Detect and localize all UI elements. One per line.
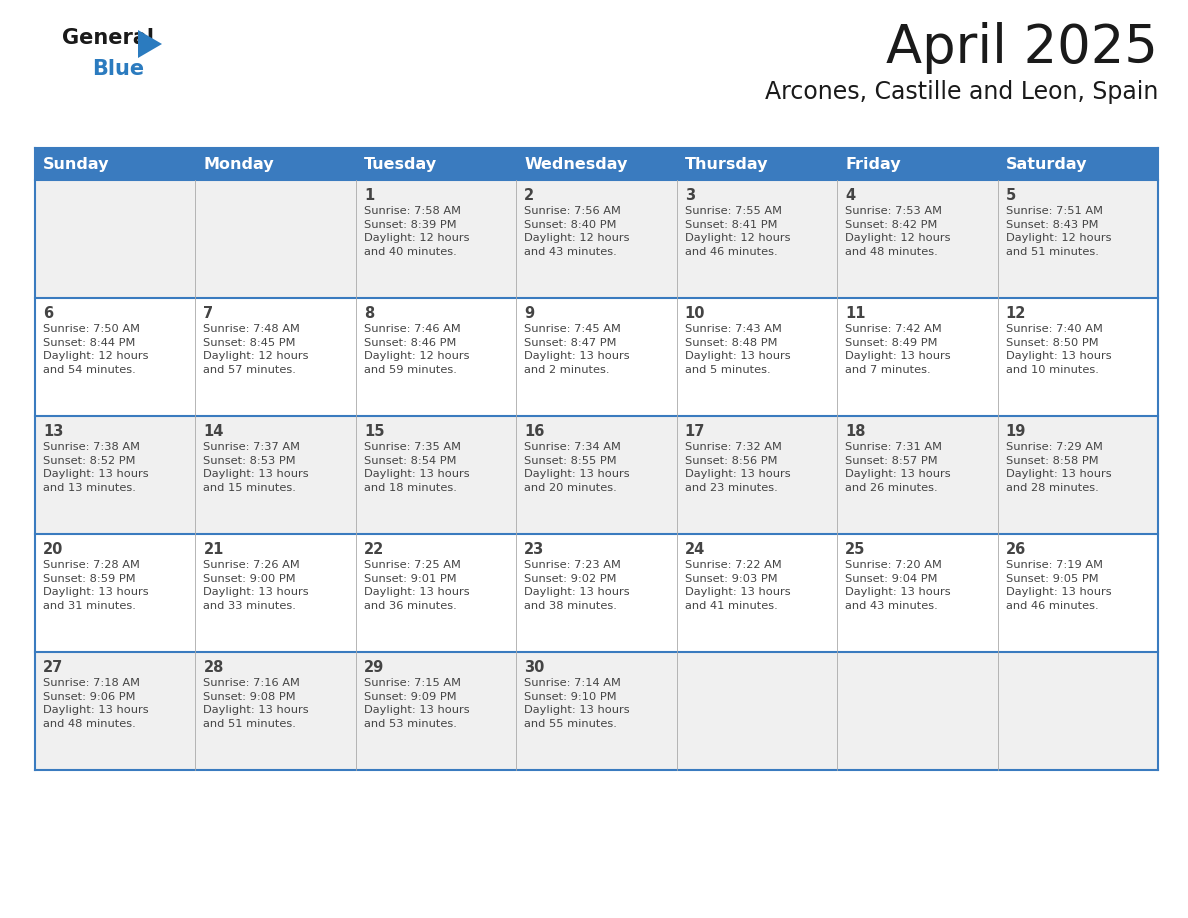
Text: Sunrise: 7:34 AM
Sunset: 8:55 PM
Daylight: 13 hours
and 20 minutes.: Sunrise: 7:34 AM Sunset: 8:55 PM Dayligh… <box>524 442 630 493</box>
Text: 19: 19 <box>1005 424 1026 439</box>
Text: Thursday: Thursday <box>684 156 769 172</box>
Text: 18: 18 <box>845 424 866 439</box>
Text: 1: 1 <box>364 188 374 203</box>
Text: Sunrise: 7:20 AM
Sunset: 9:04 PM
Daylight: 13 hours
and 43 minutes.: Sunrise: 7:20 AM Sunset: 9:04 PM Dayligh… <box>845 560 950 610</box>
Bar <box>34 180 1158 298</box>
Text: Sunrise: 7:25 AM
Sunset: 9:01 PM
Daylight: 13 hours
and 36 minutes.: Sunrise: 7:25 AM Sunset: 9:01 PM Dayligh… <box>364 560 469 610</box>
Text: 25: 25 <box>845 542 866 557</box>
Text: Sunrise: 7:38 AM
Sunset: 8:52 PM
Daylight: 13 hours
and 13 minutes.: Sunrise: 7:38 AM Sunset: 8:52 PM Dayligh… <box>43 442 148 493</box>
Text: 24: 24 <box>684 542 704 557</box>
Text: Sunrise: 7:58 AM
Sunset: 8:39 PM
Daylight: 12 hours
and 40 minutes.: Sunrise: 7:58 AM Sunset: 8:39 PM Dayligh… <box>364 206 469 257</box>
Text: 26: 26 <box>1005 542 1026 557</box>
Bar <box>34 148 1158 180</box>
Text: Sunrise: 7:32 AM
Sunset: 8:56 PM
Daylight: 13 hours
and 23 minutes.: Sunrise: 7:32 AM Sunset: 8:56 PM Dayligh… <box>684 442 790 493</box>
Text: 14: 14 <box>203 424 223 439</box>
Text: Sunrise: 7:51 AM
Sunset: 8:43 PM
Daylight: 12 hours
and 51 minutes.: Sunrise: 7:51 AM Sunset: 8:43 PM Dayligh… <box>1005 206 1111 257</box>
Bar <box>34 652 1158 770</box>
Text: 17: 17 <box>684 424 706 439</box>
Text: 5: 5 <box>1005 188 1016 203</box>
Text: 4: 4 <box>845 188 855 203</box>
Text: Arcones, Castille and Leon, Spain: Arcones, Castille and Leon, Spain <box>765 80 1158 104</box>
Bar <box>34 534 1158 652</box>
Text: Sunrise: 7:29 AM
Sunset: 8:58 PM
Daylight: 13 hours
and 28 minutes.: Sunrise: 7:29 AM Sunset: 8:58 PM Dayligh… <box>1005 442 1111 493</box>
Text: 10: 10 <box>684 306 706 321</box>
Text: Sunrise: 7:48 AM
Sunset: 8:45 PM
Daylight: 12 hours
and 57 minutes.: Sunrise: 7:48 AM Sunset: 8:45 PM Dayligh… <box>203 324 309 375</box>
Text: Sunrise: 7:45 AM
Sunset: 8:47 PM
Daylight: 13 hours
and 2 minutes.: Sunrise: 7:45 AM Sunset: 8:47 PM Dayligh… <box>524 324 630 375</box>
Text: 13: 13 <box>43 424 63 439</box>
Text: 23: 23 <box>524 542 544 557</box>
Bar <box>34 416 1158 534</box>
Text: 28: 28 <box>203 660 223 675</box>
Text: Tuesday: Tuesday <box>364 156 437 172</box>
Text: 7: 7 <box>203 306 214 321</box>
Text: Sunrise: 7:50 AM
Sunset: 8:44 PM
Daylight: 12 hours
and 54 minutes.: Sunrise: 7:50 AM Sunset: 8:44 PM Dayligh… <box>43 324 148 375</box>
Text: Sunrise: 7:28 AM
Sunset: 8:59 PM
Daylight: 13 hours
and 31 minutes.: Sunrise: 7:28 AM Sunset: 8:59 PM Dayligh… <box>43 560 148 610</box>
Text: Sunrise: 7:22 AM
Sunset: 9:03 PM
Daylight: 13 hours
and 41 minutes.: Sunrise: 7:22 AM Sunset: 9:03 PM Dayligh… <box>684 560 790 610</box>
Text: 20: 20 <box>43 542 63 557</box>
Text: 12: 12 <box>1005 306 1026 321</box>
Text: Sunrise: 7:56 AM
Sunset: 8:40 PM
Daylight: 12 hours
and 43 minutes.: Sunrise: 7:56 AM Sunset: 8:40 PM Dayligh… <box>524 206 630 257</box>
Text: Sunrise: 7:15 AM
Sunset: 9:09 PM
Daylight: 13 hours
and 53 minutes.: Sunrise: 7:15 AM Sunset: 9:09 PM Dayligh… <box>364 678 469 729</box>
Text: Sunrise: 7:16 AM
Sunset: 9:08 PM
Daylight: 13 hours
and 51 minutes.: Sunrise: 7:16 AM Sunset: 9:08 PM Dayligh… <box>203 678 309 729</box>
Text: Sunrise: 7:55 AM
Sunset: 8:41 PM
Daylight: 12 hours
and 46 minutes.: Sunrise: 7:55 AM Sunset: 8:41 PM Dayligh… <box>684 206 790 257</box>
Text: Sunrise: 7:40 AM
Sunset: 8:50 PM
Daylight: 13 hours
and 10 minutes.: Sunrise: 7:40 AM Sunset: 8:50 PM Dayligh… <box>1005 324 1111 375</box>
Text: Sunrise: 7:42 AM
Sunset: 8:49 PM
Daylight: 13 hours
and 7 minutes.: Sunrise: 7:42 AM Sunset: 8:49 PM Dayligh… <box>845 324 950 375</box>
Text: Blue: Blue <box>91 59 144 79</box>
Text: 16: 16 <box>524 424 544 439</box>
Text: Sunrise: 7:46 AM
Sunset: 8:46 PM
Daylight: 12 hours
and 59 minutes.: Sunrise: 7:46 AM Sunset: 8:46 PM Dayligh… <box>364 324 469 375</box>
Text: Sunrise: 7:26 AM
Sunset: 9:00 PM
Daylight: 13 hours
and 33 minutes.: Sunrise: 7:26 AM Sunset: 9:00 PM Dayligh… <box>203 560 309 610</box>
Text: Sunrise: 7:19 AM
Sunset: 9:05 PM
Daylight: 13 hours
and 46 minutes.: Sunrise: 7:19 AM Sunset: 9:05 PM Dayligh… <box>1005 560 1111 610</box>
Text: 15: 15 <box>364 424 385 439</box>
Text: April 2025: April 2025 <box>886 22 1158 74</box>
Text: Sunrise: 7:31 AM
Sunset: 8:57 PM
Daylight: 13 hours
and 26 minutes.: Sunrise: 7:31 AM Sunset: 8:57 PM Dayligh… <box>845 442 950 493</box>
Text: Wednesday: Wednesday <box>524 156 627 172</box>
Text: Sunrise: 7:14 AM
Sunset: 9:10 PM
Daylight: 13 hours
and 55 minutes.: Sunrise: 7:14 AM Sunset: 9:10 PM Dayligh… <box>524 678 630 729</box>
Text: Sunday: Sunday <box>43 156 109 172</box>
Text: Sunrise: 7:53 AM
Sunset: 8:42 PM
Daylight: 12 hours
and 48 minutes.: Sunrise: 7:53 AM Sunset: 8:42 PM Dayligh… <box>845 206 950 257</box>
Text: Sunrise: 7:18 AM
Sunset: 9:06 PM
Daylight: 13 hours
and 48 minutes.: Sunrise: 7:18 AM Sunset: 9:06 PM Dayligh… <box>43 678 148 729</box>
Bar <box>34 298 1158 416</box>
Text: Saturday: Saturday <box>1005 156 1087 172</box>
Text: Sunrise: 7:43 AM
Sunset: 8:48 PM
Daylight: 13 hours
and 5 minutes.: Sunrise: 7:43 AM Sunset: 8:48 PM Dayligh… <box>684 324 790 375</box>
Text: Sunrise: 7:23 AM
Sunset: 9:02 PM
Daylight: 13 hours
and 38 minutes.: Sunrise: 7:23 AM Sunset: 9:02 PM Dayligh… <box>524 560 630 610</box>
Text: 3: 3 <box>684 188 695 203</box>
Text: 30: 30 <box>524 660 544 675</box>
Text: 2: 2 <box>524 188 535 203</box>
Text: Monday: Monday <box>203 156 274 172</box>
Text: 22: 22 <box>364 542 384 557</box>
Text: 21: 21 <box>203 542 223 557</box>
Text: Friday: Friday <box>845 156 901 172</box>
Text: 11: 11 <box>845 306 866 321</box>
Text: Sunrise: 7:37 AM
Sunset: 8:53 PM
Daylight: 13 hours
and 15 minutes.: Sunrise: 7:37 AM Sunset: 8:53 PM Dayligh… <box>203 442 309 493</box>
Polygon shape <box>138 30 162 58</box>
Text: General: General <box>62 28 154 48</box>
Text: Sunrise: 7:35 AM
Sunset: 8:54 PM
Daylight: 13 hours
and 18 minutes.: Sunrise: 7:35 AM Sunset: 8:54 PM Dayligh… <box>364 442 469 493</box>
Text: 9: 9 <box>524 306 535 321</box>
Text: 27: 27 <box>43 660 63 675</box>
Text: 29: 29 <box>364 660 384 675</box>
Text: 8: 8 <box>364 306 374 321</box>
Text: 6: 6 <box>43 306 53 321</box>
